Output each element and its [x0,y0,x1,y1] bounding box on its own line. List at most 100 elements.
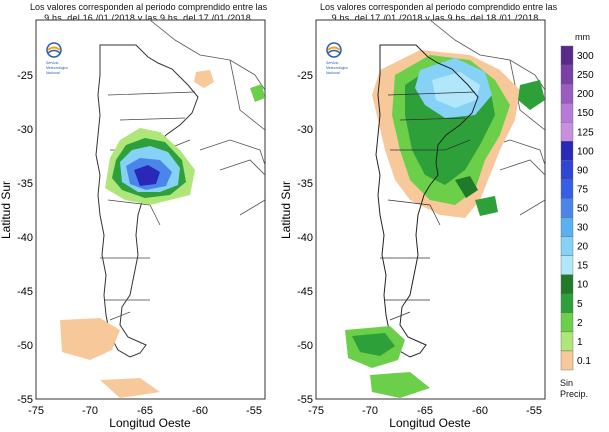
legend-label-250: 250 [577,70,594,81]
legend-label-75: 75 [577,184,589,195]
legend-label-1: 1 [577,337,583,348]
legend-swatch-30 [560,217,574,237]
legend-swatch-150 [560,102,574,123]
panel-2-xtick-55: -55 [526,405,542,417]
panel-2-ytick-30: -30 [297,124,313,136]
panel-2-province-lines [380,91,476,321]
legend-label-100: 100 [577,146,594,157]
panel-1-map: Servicio Meteorológico Nacional -75 -70 … [0,19,266,430]
panel-1-precip-south [60,318,120,360]
legend-no-precip-line1: Sin [560,378,574,388]
legend-label-10: 10 [577,280,589,291]
legend-swatch-1 [560,331,574,352]
legend-no-precip: Sin Precip. [560,378,588,400]
panel-2-x-label: Longitud Oeste [389,416,471,430]
panel-1-y-ticks: -25 -30 -35 -40 -45 -50 -55 [17,70,33,406]
panel-2-ytick-25: -25 [297,70,313,82]
legend-unit: mm [575,32,590,42]
legend-label-50: 50 [577,204,589,215]
legend-swatch-125 [560,122,574,142]
panel-1-ytick-35: -35 [17,178,33,190]
panel-2-neighbor-borders [429,20,545,216]
panel-2-x-ticks: -75 -70 -65 -60 -55 [308,405,542,417]
legend-no-precip-line2: Precip. [560,389,589,399]
panel-1-precip-100mm [134,165,160,186]
panel-1-ytick-45: -45 [17,286,33,298]
panel-2-ytick-55: -55 [297,394,313,406]
panel-2-xtick-60: -60 [472,405,488,417]
legend-swatch-250 [560,64,574,85]
legend-swatch-5 [560,293,574,314]
panel-2-logo-line2: Meteorológico [326,66,348,70]
legend-swatch-75 [560,179,574,199]
panel-1-ytick-55: -55 [17,394,33,406]
panel-2-smn-logo [326,42,342,58]
panel-2-precip-tierra [370,372,430,398]
legend-swatch-10 [560,274,574,294]
panel-1-xtick-75: -75 [28,405,44,417]
panel-2-precip-misiones [518,80,545,110]
panel-2-precip-10mm-cell [455,176,478,198]
panel-2-precip-south-core [352,333,395,356]
panel-1-smn-logo [46,42,62,58]
panel-1-ytick-30: -30 [17,124,33,136]
panel-2-logo-line1: Servicio [326,61,339,65]
legend-label-300: 300 [577,51,594,62]
panel-1-precip-north [194,70,214,88]
panel-1-title-line1: Los valores corresponden al periodo comp… [30,2,268,12]
panel-2-logo-line3: Nacional [326,71,340,75]
precip-legend: 300 250 200 150 125 100 90 75 50 30 20 15 10 5 2 1 0.1 [560,45,594,371]
panel-2-title-line1: Los valores corresponden al periodo comp… [320,2,558,12]
legend-label-5: 5 [577,299,583,310]
legend-label-0.1: 0.1 [577,356,591,367]
panel-1-title: Los valores corresponden al periodo comp… [30,2,268,24]
legend-label-125: 125 [577,127,594,138]
panel-1-neighbor-borders [149,20,265,216]
panel-1-precip-tierra [100,378,160,398]
legend-swatch-15 [560,255,574,275]
panel-1-xtick-70: -70 [82,405,98,417]
panel-2-y-label: Latitud Sur [279,181,293,239]
legend-label-150: 150 [577,108,594,119]
panel-1-ytick-25: -25 [17,70,33,82]
panel-1-y-label: Latitud Sur [0,181,13,239]
panel-2-xtick-75: -75 [308,405,324,417]
legend-swatch-300 [560,45,574,66]
panel-1-precip-misiones [250,84,265,102]
panel-1-x-label: Longitud Oeste [109,416,191,430]
panel-2-ytick-40: -40 [297,232,313,244]
panel-1-logo-line2: Meteorológico [46,66,68,70]
panel-2-precip-15mm-core [432,72,480,108]
legend-label-20: 20 [577,242,589,253]
legend-swatch-50 [560,198,574,218]
legend-swatch-2 [560,312,574,333]
panel-2-xtick-65: -65 [417,405,433,417]
legend-label-90: 90 [577,165,589,176]
legend-swatch-100 [560,141,574,161]
legend-label-15: 15 [577,261,589,272]
panel-1-ytick-50: -50 [17,340,33,352]
panel-2-map: Servicio Meteorológico Nacional -75 -70 … [279,19,546,430]
panel-2-y-ticks: -25 -30 -35 -40 -45 -50 -55 [297,70,313,406]
panel-2-title-line2: 9 hs. del 17 /01 /2018 y las 9 hs. del 1… [331,13,539,23]
legend-label-30: 30 [577,223,589,234]
legend-swatch-20 [560,236,574,256]
panel-2-precip-east-cell [475,196,498,216]
legend-swatch-200 [560,83,574,104]
panel-2-xtick-70: -70 [362,405,378,417]
panel-1-ytick-40: -40 [17,232,33,244]
panel-1-xtick-65: -65 [137,405,153,417]
panel-1-xtick-55: -55 [246,405,262,417]
panel-2-ytick-45: -45 [297,286,313,298]
panel-1-logo-line1: Servicio [46,61,59,65]
panel-2-ytick-35: -35 [297,178,313,190]
panel-1-title-line2: 9 hs. del 16 /01 /2018 y las 9 hs. del 1… [44,13,251,23]
panel-1-xtick-60: -60 [192,405,208,417]
panel-1-x-ticks: -75 -70 -65 -60 -55 [28,405,262,417]
legend-swatch-0.1 [560,350,574,371]
panel-2-title: Los valores corresponden al periodo comp… [320,2,558,24]
legend-label-200: 200 [577,89,594,100]
panel-2-ytick-50: -50 [297,340,313,352]
panel-1-logo-line3: Nacional [46,71,60,75]
